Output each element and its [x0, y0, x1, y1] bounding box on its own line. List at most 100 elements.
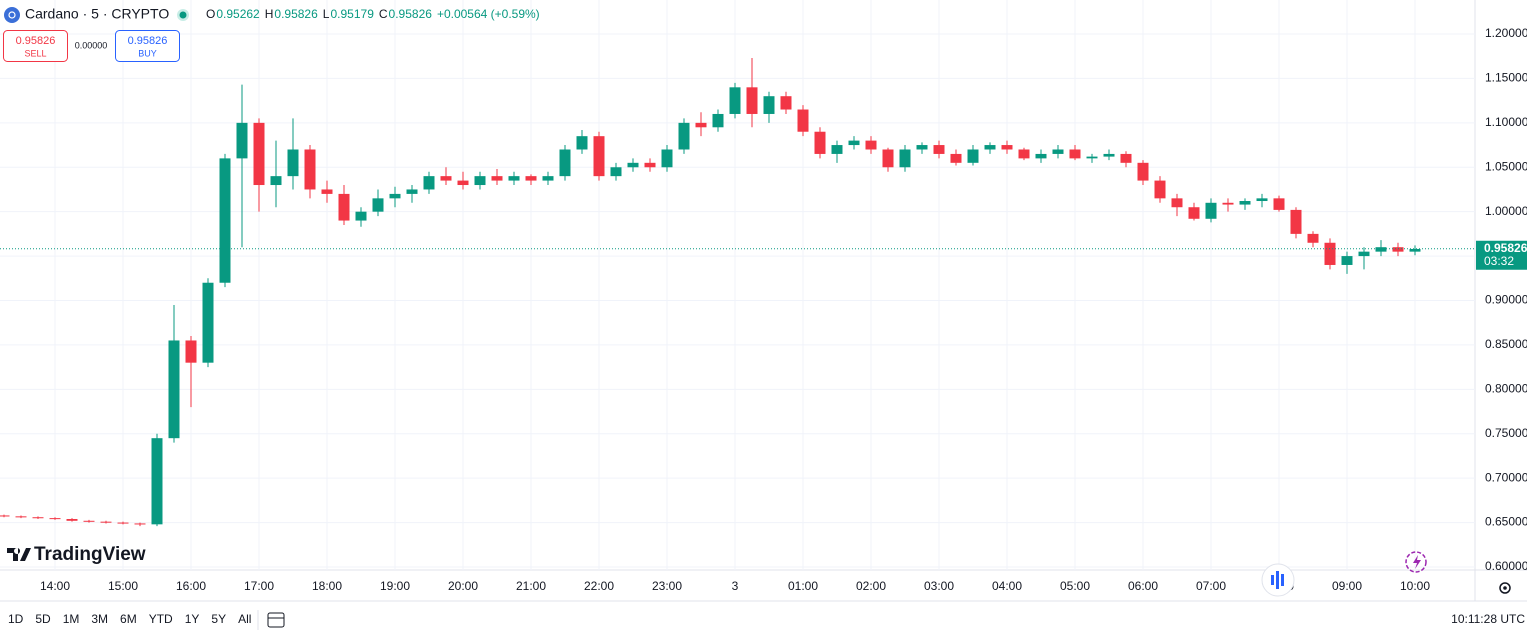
timeframe-button[interactable]: 6M	[120, 612, 137, 626]
candle-body	[831, 145, 843, 154]
candle-body	[457, 180, 469, 186]
timeframe-toolbar: 1D 5D 1M 3M 6M YTD 1Y 5Y All	[8, 612, 251, 626]
candle-body	[899, 149, 911, 168]
candle-body	[1324, 242, 1336, 265]
y-tick-label: 1.20000	[1485, 26, 1527, 40]
sell-label: SELL	[24, 48, 46, 58]
ohlc-value: 0.95826	[389, 7, 433, 21]
candle-body	[678, 122, 690, 150]
candle-body	[984, 145, 996, 150]
candle-body	[321, 189, 333, 194]
ohlc-value: 0.95826	[274, 7, 318, 21]
candle-body	[695, 122, 707, 128]
ohlc-label: C	[379, 7, 388, 21]
timeframe-button[interactable]: 3M	[91, 612, 108, 626]
timeframe-button[interactable]: 1M	[63, 612, 80, 626]
status-dot	[179, 11, 187, 19]
x-tick-label: 04:00	[992, 579, 1022, 593]
candle-body	[1392, 247, 1404, 252]
candle-body	[1222, 202, 1234, 205]
candle-body	[304, 149, 316, 190]
symbol-icon-inner	[8, 11, 16, 19]
candle-body	[967, 149, 979, 163]
symbol-title[interactable]: Cardano · 5 · CRYPTO	[25, 6, 169, 22]
clock: 10:11:28 UTC	[1451, 612, 1525, 626]
timeframe-button[interactable]: 1D	[8, 612, 24, 626]
candle-body	[882, 149, 894, 168]
replay-icon[interactable]	[1405, 551, 1427, 573]
candle-body	[474, 176, 486, 186]
logo-mark	[7, 548, 31, 561]
x-tick-label: 19:00	[380, 579, 410, 593]
candle-body	[1273, 198, 1285, 210]
candle-body	[355, 211, 367, 221]
candle-body	[15, 516, 27, 518]
candle-body	[423, 176, 435, 190]
spread: 0.00000	[75, 40, 108, 50]
settings-icon[interactable]	[1499, 582, 1511, 594]
timeframe-button[interactable]: 5D	[35, 612, 51, 626]
sell-button[interactable]	[3, 30, 68, 62]
candle-body	[49, 518, 61, 520]
x-tick-label: 16:00	[176, 579, 206, 593]
y-tick-label: 0.80000	[1485, 381, 1527, 395]
candle-body	[1086, 156, 1098, 159]
logo-text: TradingView	[34, 544, 146, 565]
candle-body	[338, 193, 350, 221]
change: +0.00564 (+0.59%)	[437, 7, 540, 21]
settings-icon-center	[1503, 586, 1507, 590]
candle-body	[202, 282, 214, 363]
candle-body	[134, 523, 146, 525]
x-tick-label: 03:00	[924, 579, 954, 593]
candle-body	[644, 162, 656, 168]
candle-body	[406, 189, 418, 194]
candle-body	[287, 149, 299, 177]
candle-body	[1171, 198, 1183, 208]
candle-body	[559, 149, 571, 177]
candle-body	[253, 122, 265, 186]
x-tick-label: 07:00	[1196, 579, 1226, 593]
buy-price: 0.95826	[128, 35, 168, 47]
x-tick-label: 15:00	[108, 579, 138, 593]
candle-body	[1137, 162, 1149, 181]
x-tick-label: 14:00	[40, 579, 70, 593]
timeframe-button[interactable]: YTD	[149, 612, 173, 626]
candle-body	[1018, 149, 1030, 159]
candle-body	[1069, 149, 1081, 159]
ohlc-value: 0.95262	[216, 7, 260, 21]
ohlc-label: O	[206, 7, 215, 21]
candle-body	[83, 520, 95, 522]
candle-body	[746, 87, 758, 114]
x-tick-label: 06:00	[1128, 579, 1158, 593]
timeframe-button[interactable]: 5Y	[211, 612, 226, 626]
x-tick-label: 20:00	[448, 579, 478, 593]
candle-body	[712, 113, 724, 128]
candle-body	[1035, 153, 1047, 159]
candle-body	[542, 176, 554, 181]
x-tick-label: 17:00	[244, 579, 274, 593]
buy-button[interactable]	[115, 30, 180, 62]
indicator-bar	[1276, 571, 1279, 589]
candle-body	[219, 158, 231, 283]
candle-body	[814, 131, 826, 154]
calendar-icon[interactable]	[267, 612, 285, 628]
buy-label: BUY	[138, 48, 157, 58]
grid: 14:00 15:00 16:00 17:00 18:00 19:00 20:00 21:00…	[0, 0, 1475, 593]
timeframe-button[interactable]: All	[238, 612, 251, 626]
timeframe-button[interactable]: 1Y	[185, 612, 200, 626]
candle-body	[950, 153, 962, 163]
ohlc-value: 0.95179	[330, 7, 374, 21]
y-tick-label: 0.60000	[1485, 559, 1527, 573]
y-tick-label: 0.85000	[1485, 337, 1527, 351]
candles	[0, 58, 1421, 527]
candle-body	[661, 149, 673, 168]
candle-body	[1188, 207, 1200, 219]
candle-body	[797, 109, 809, 132]
candle-body	[117, 522, 129, 524]
candle-body	[1052, 149, 1064, 154]
candle-body	[440, 176, 452, 181]
ohlc-values: O 0.95262 H 0.95826 L 0.95179 C 0.95826	[206, 7, 432, 21]
candle-body	[32, 517, 44, 519]
candle-body	[610, 167, 622, 177]
candle-body	[1358, 251, 1370, 257]
